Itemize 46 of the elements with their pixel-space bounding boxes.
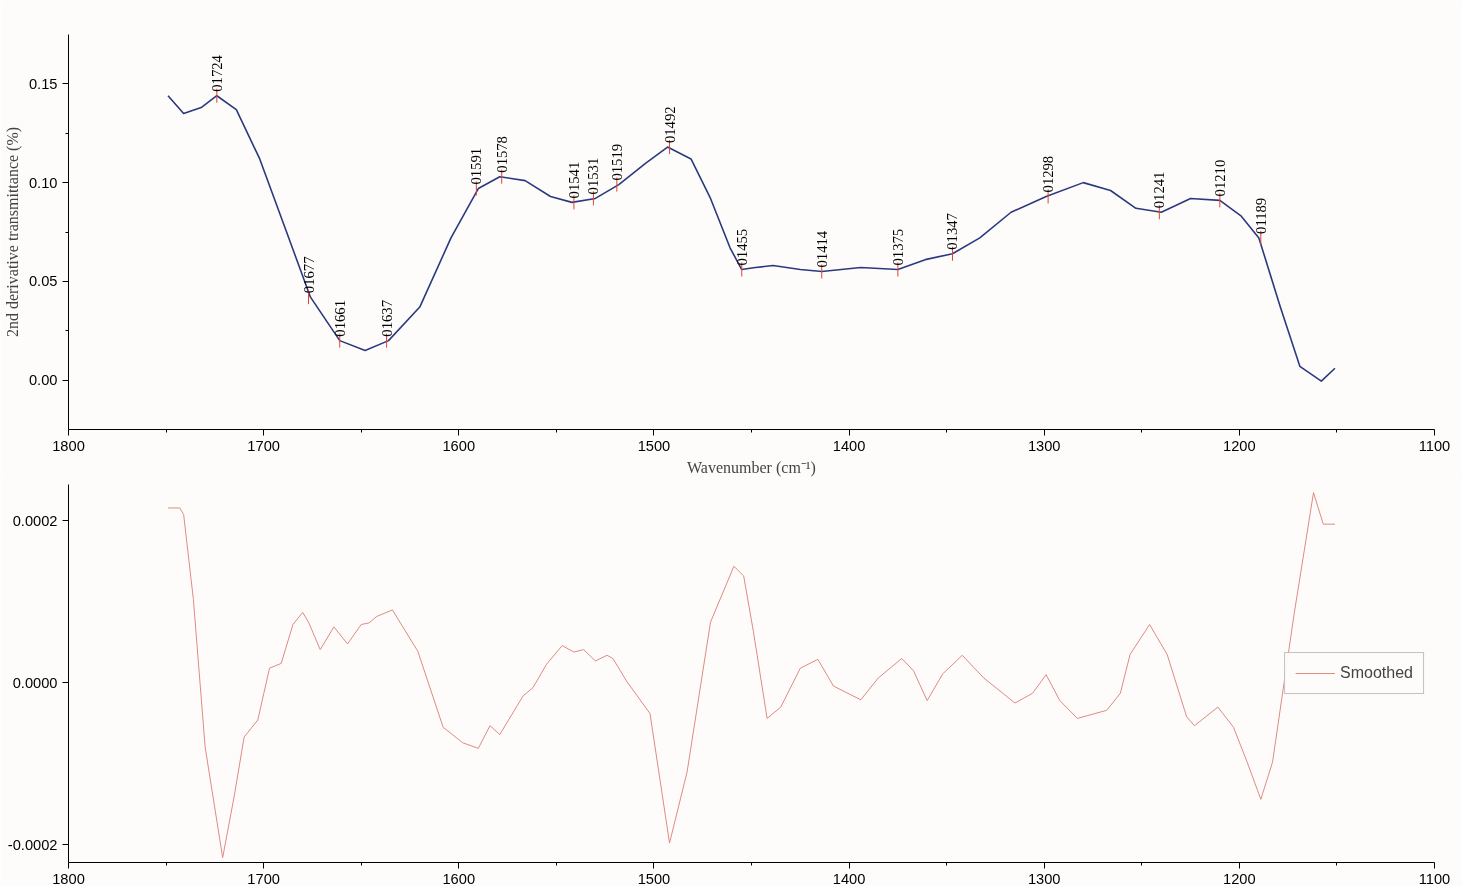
y-tick-label: 0.00 bbox=[28, 372, 58, 389]
x-tick-label: 1500 bbox=[637, 870, 671, 887]
x-tick-label: 1200 bbox=[1223, 870, 1256, 887]
y-tick-label: 0.0000 bbox=[12, 674, 58, 691]
x-tick-label: 1700 bbox=[247, 437, 280, 454]
x-tick-label: 1800 bbox=[52, 437, 85, 454]
x-tick-label: 1200 bbox=[1223, 437, 1256, 454]
annotation: 01455 bbox=[733, 228, 750, 266]
x-tick-label: 1400 bbox=[832, 870, 866, 887]
annotation: 01724 bbox=[208, 54, 225, 92]
x-tick-label: 1600 bbox=[442, 437, 476, 454]
x-tick-label: 1500 bbox=[637, 437, 671, 454]
x-tick-label: 1800 bbox=[52, 870, 85, 887]
x-tick-label: 1600 bbox=[442, 870, 476, 887]
annotation: 01210 bbox=[1211, 159, 1228, 197]
annotation: 01298 bbox=[1040, 155, 1057, 193]
annotation: 01637 bbox=[378, 299, 395, 337]
y-tick-label: 0.05 bbox=[28, 273, 58, 290]
annotation: 01519 bbox=[608, 143, 625, 181]
x-tick-label: 1300 bbox=[1027, 437, 1061, 454]
y-tick-label: -0.0002 bbox=[7, 836, 58, 853]
annotation: 01661 bbox=[331, 299, 348, 337]
annotation: 01492 bbox=[661, 106, 678, 144]
y-tick-label: 0.10 bbox=[28, 174, 58, 191]
x-tick-label: 1300 bbox=[1027, 870, 1061, 887]
annotation: 01578 bbox=[493, 136, 510, 173]
legend-label: Smoothed bbox=[1340, 664, 1413, 682]
annotation: 01241 bbox=[1151, 171, 1168, 209]
annotation: 01591 bbox=[468, 147, 485, 185]
x-tick-label: 1100 bbox=[1418, 870, 1451, 887]
y-tick-label: 0.0002 bbox=[12, 512, 58, 529]
y-axis-title: 2nd derivative transmittance (%) bbox=[3, 126, 22, 338]
annotation: 01189 bbox=[1252, 197, 1269, 234]
x-tick-label: 1100 bbox=[1418, 437, 1451, 454]
annotation: 01541 bbox=[565, 161, 582, 199]
annotation: 01375 bbox=[889, 228, 906, 266]
x-tick-label: 1400 bbox=[832, 437, 866, 454]
line-series bbox=[167, 94, 1336, 382]
annotation: 01677 bbox=[300, 256, 317, 294]
annotation: 01347 bbox=[944, 213, 961, 250]
x-tick-label: 1700 bbox=[247, 870, 280, 887]
y-tick-label: 0.15 bbox=[28, 75, 58, 92]
x-axis-title: Wavenumber (cm⁻¹) bbox=[687, 458, 816, 477]
line-series bbox=[167, 492, 1336, 859]
annotation: 01531 bbox=[585, 157, 602, 195]
annotation: 01414 bbox=[813, 230, 830, 268]
